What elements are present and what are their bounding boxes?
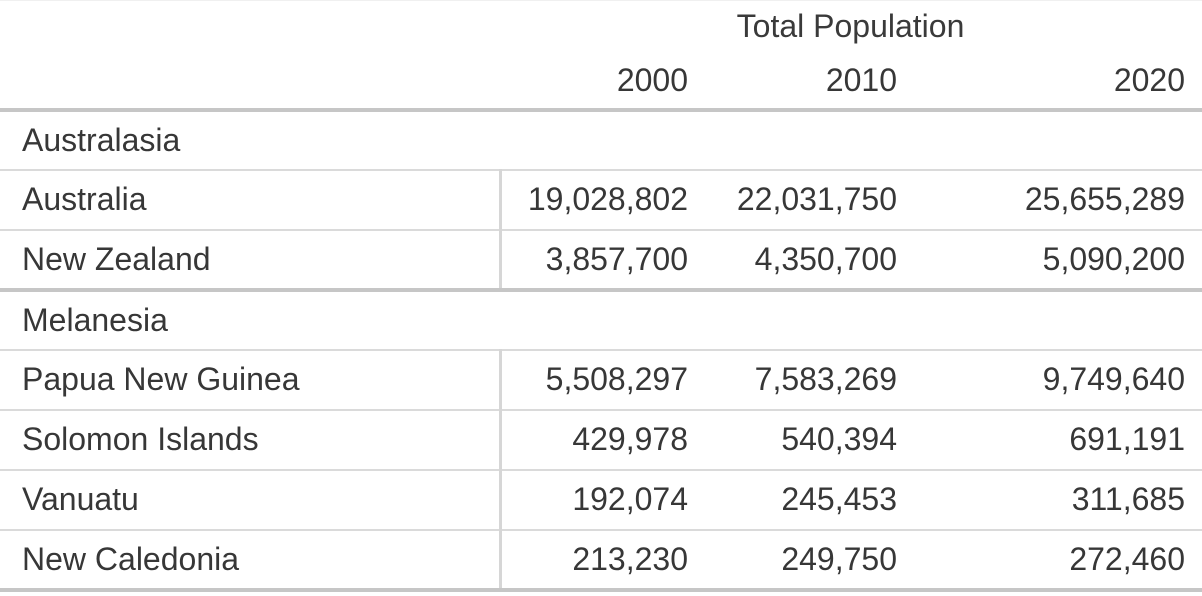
population-value-cell: 272,460 bbox=[900, 529, 1202, 592]
population-value-cell: 691,191 bbox=[900, 409, 1202, 471]
population-value-cell: 540,394 bbox=[690, 409, 900, 471]
section-label-melanesia: Melanesia bbox=[0, 289, 1202, 351]
country-name-cell: New Zealand bbox=[0, 229, 502, 292]
population-value-cell: 25,655,289 bbox=[900, 169, 1202, 231]
table-body: Australasia Australia 19,028,802 22,031,750… bbox=[0, 109, 1202, 592]
section-header-row: Melanesia bbox=[0, 289, 1202, 351]
country-name-cell: Solomon Islands bbox=[0, 409, 502, 471]
population-value-cell: 311,685 bbox=[900, 469, 1202, 531]
population-value-cell: 249,750 bbox=[690, 529, 900, 592]
population-value-cell: 213,230 bbox=[500, 529, 690, 592]
column-group-header-row: Total Population bbox=[0, 1, 1202, 53]
table-header: Total Population 2000 2010 2020 bbox=[0, 1, 1202, 112]
table-header-total-population: Total Population bbox=[736, 8, 965, 45]
population-value-cell: 245,453 bbox=[690, 469, 900, 531]
year-header-row: 2000 2010 2020 bbox=[0, 52, 1202, 112]
corner-spacer-cell bbox=[0, 1, 500, 53]
population-value-cell: 19,028,802 bbox=[500, 169, 690, 231]
table-row: New Caledonia 213,230 249,750 272,460 bbox=[0, 529, 1202, 592]
section-header-row: Australasia bbox=[0, 109, 1202, 171]
population-value-cell: 7,583,269 bbox=[690, 349, 900, 411]
population-value-cell: 5,508,297 bbox=[500, 349, 690, 411]
year-column-header-2020: 2020 bbox=[900, 52, 1202, 112]
country-name-cell: Vanuatu bbox=[0, 469, 502, 531]
table-row: Vanuatu 192,074 245,453 311,685 bbox=[0, 469, 1202, 531]
population-value-cell: 4,350,700 bbox=[690, 229, 900, 292]
table-row: New Zealand 3,857,700 4,350,700 5,090,200 bbox=[0, 229, 1202, 292]
row-label-spacer-cell bbox=[0, 52, 500, 112]
table-row: Australia 19,028,802 22,031,750 25,655,289 bbox=[0, 169, 1202, 231]
population-value-cell: 22,031,750 bbox=[690, 169, 900, 231]
population-value-cell: 3,857,700 bbox=[500, 229, 690, 292]
population-value-cell: 429,978 bbox=[500, 409, 690, 471]
year-column-header-2000: 2000 bbox=[500, 52, 690, 112]
table-row: Solomon Islands 429,978 540,394 691,191 bbox=[0, 409, 1202, 471]
table-row: Papua New Guinea 5,508,297 7,583,269 9,749,… bbox=[0, 349, 1202, 411]
section-label-australasia: Australasia bbox=[0, 109, 1202, 171]
country-name-cell: Australia bbox=[0, 169, 502, 231]
population-value-cell: 192,074 bbox=[500, 469, 690, 531]
year-column-header-2010: 2010 bbox=[690, 52, 900, 112]
country-name-cell: Papua New Guinea bbox=[0, 349, 502, 411]
population-value-cell: 5,090,200 bbox=[900, 229, 1202, 292]
country-name-cell: New Caledonia bbox=[0, 529, 502, 592]
population-value-cell: 9,749,640 bbox=[900, 349, 1202, 411]
